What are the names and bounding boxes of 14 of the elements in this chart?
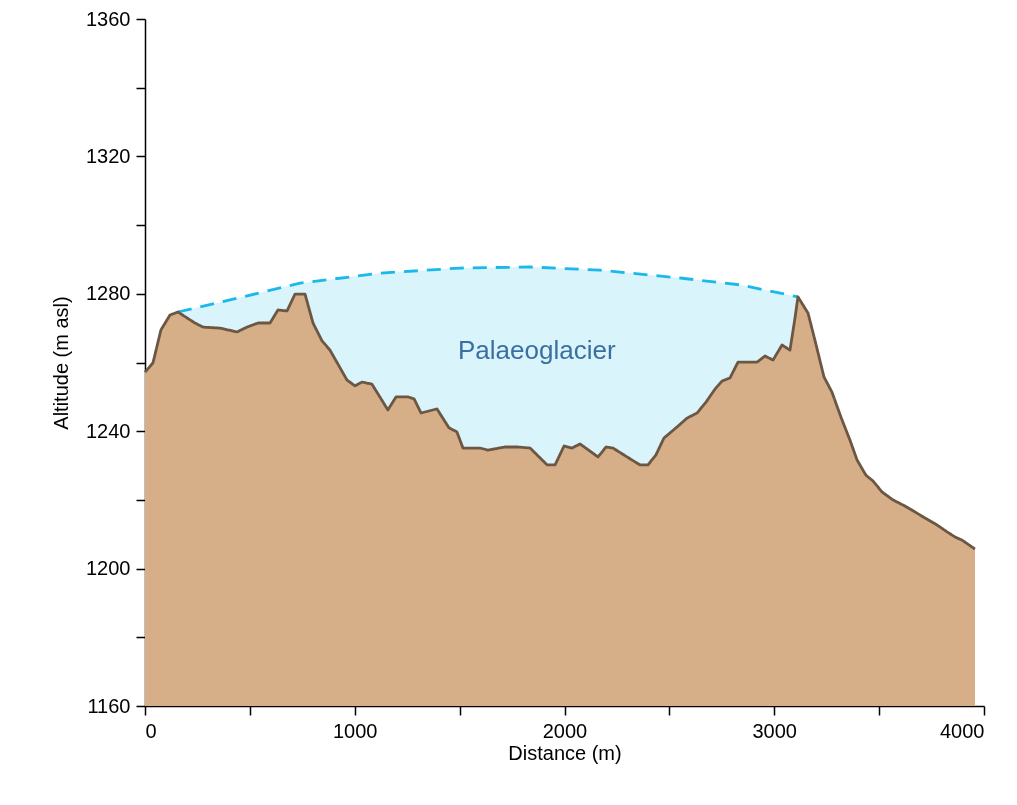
- y-tick-label: 1280: [86, 282, 131, 305]
- x-tick-label: 1000: [333, 719, 378, 742]
- y-tick-label: 1360: [86, 7, 131, 30]
- annotation: Palaeoglacier: [458, 334, 616, 365]
- y-tick-label: 1320: [86, 144, 131, 167]
- y-tick-label: 1200: [86, 557, 131, 580]
- y-axis-title: Altitude (m asl): [50, 296, 73, 430]
- y-tick-label: 1160: [87, 694, 131, 717]
- y-tick-label: 1240: [86, 419, 131, 442]
- x-tick-label: 2000: [542, 719, 588, 742]
- x-tick-label: 4000: [940, 719, 985, 742]
- x-tick-label: 3000: [752, 719, 797, 742]
- x-axis-title: Distance (m): [508, 741, 622, 764]
- x-tick-label: 0: [145, 719, 157, 742]
